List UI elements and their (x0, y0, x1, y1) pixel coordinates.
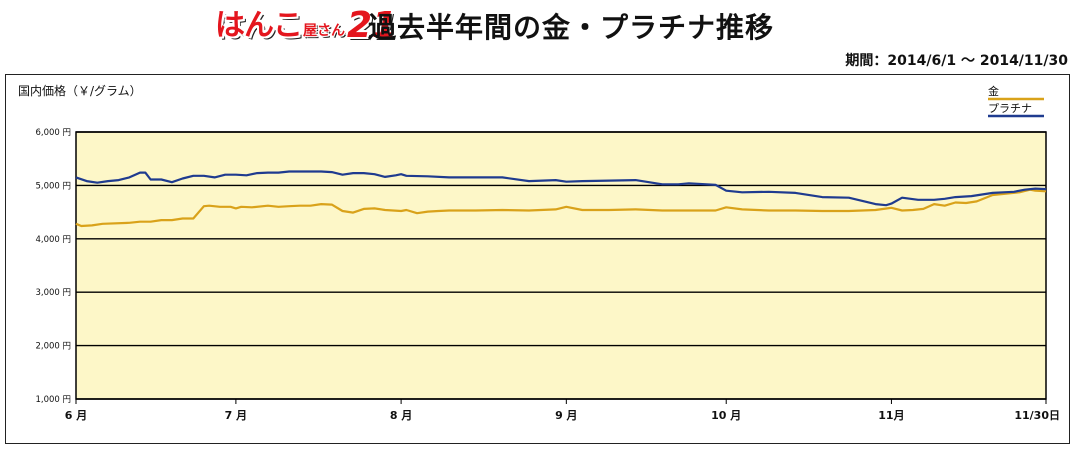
y-tick-label: 5,000 円 (35, 181, 71, 191)
series-line-platinum (75, 170, 1047, 207)
legend-label-platinum: プラチナ (988, 102, 1032, 115)
page-title: 過去半年間の金・プラチナ推移 (368, 11, 775, 44)
chart-frame: 国内価格（￥/グラム） 1,000 円 2,000 円 3,000 円 4,000 円 5… (5, 74, 1070, 444)
logo-subtext: 屋さん (303, 23, 345, 39)
x-tick-label: 10 月 (711, 409, 741, 422)
y-tick-label: 4,000 円 (35, 235, 71, 245)
logo-number: 21 (347, 5, 398, 46)
price-chart: 国内価格（￥/グラム） 1,000 円 2,000 円 3,000 円 4,000 円 5… (18, 83, 1060, 422)
series-line-gold (75, 188, 1047, 228)
x-tick-label: 8 月 (390, 409, 412, 422)
x-tick-label: 9 月 (555, 409, 577, 422)
y-tick-label: 1,000 円 (35, 395, 71, 405)
x-tick-label: 6 月 (65, 409, 87, 422)
period-label: 期間：2014/6/1 〜 2014/11/30 (845, 53, 1068, 69)
y-tick-label: 3,000 円 (35, 288, 71, 298)
legend-label-gold: 金 (988, 84, 999, 98)
brand-logo: はんこ 屋さん 21 (215, 2, 397, 44)
y-axis-label: 国内価格（￥/グラム） (18, 83, 142, 98)
y-tick-label: 6,000 円 (35, 128, 71, 138)
x-tick-label: 11/30日 (1014, 409, 1060, 422)
y-tick-label: 2,000 円 (35, 342, 71, 352)
x-tick-label: 7 月 (225, 409, 247, 422)
x-tick-label: 11月 (878, 409, 904, 422)
plot-area (75, 131, 1047, 400)
logo-text: はんこ (215, 8, 303, 43)
